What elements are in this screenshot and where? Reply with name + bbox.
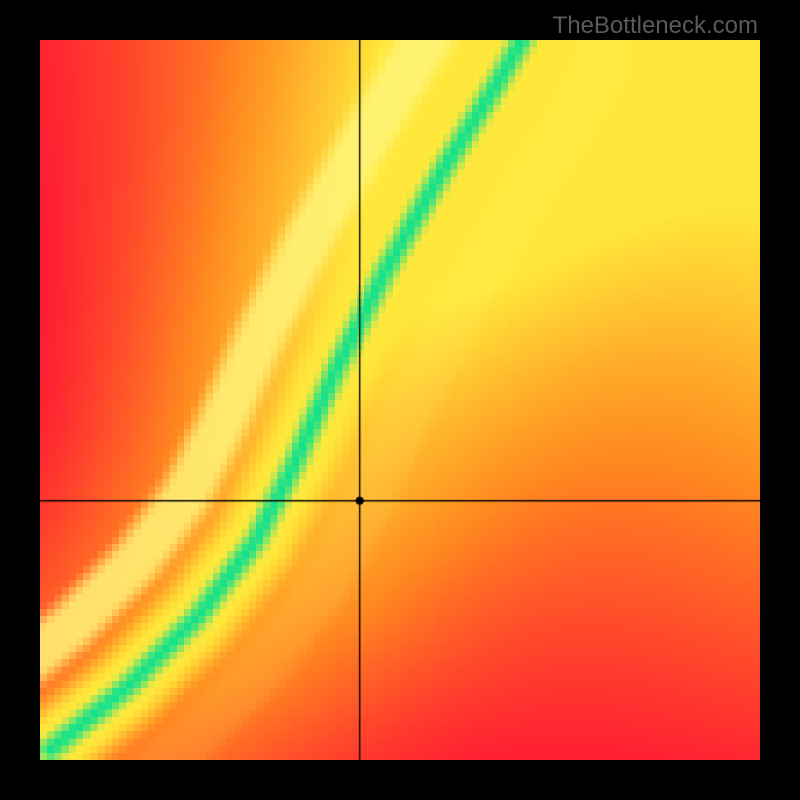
crosshair-overlay [40, 40, 760, 760]
chart-container: TheBottleneck.com [0, 0, 800, 800]
watermark-text: TheBottleneck.com [553, 12, 758, 40]
